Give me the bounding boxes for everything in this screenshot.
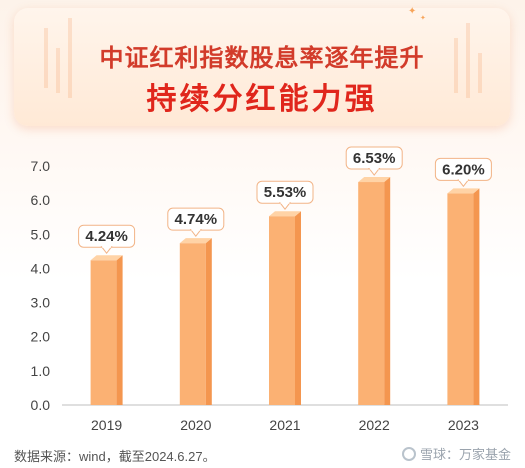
page-title: 中证红利指数股息率逐年提升 (99, 45, 425, 72)
decorative-candlestick (466, 23, 470, 98)
x-tick-label: 2022 (359, 417, 390, 433)
data-label-pointer-mask (191, 228, 201, 231)
y-tick-label: 0.0 (31, 397, 51, 413)
data-label-pointer-mask (369, 167, 379, 170)
data-label: 4.74% (175, 211, 218, 228)
decorative-candlestick (478, 53, 482, 93)
bar-side (116, 255, 123, 405)
y-tick-label: 3.0 (31, 295, 51, 311)
y-tick-label: 7.0 (31, 158, 51, 174)
bar-side (473, 188, 480, 405)
y-tick-label: 5.0 (31, 226, 51, 242)
title-banner: 中证红利指数股息率逐年提升 持续分红能力强 (14, 8, 510, 126)
bar-side (205, 238, 212, 405)
y-tick-label: 1.0 (31, 363, 51, 379)
data-source-note: 数据来源：wind，截至2024.6.27。 (14, 449, 216, 464)
data-label-pointer-mask (102, 245, 112, 248)
bar (90, 260, 117, 405)
y-tick-label: 6.0 (31, 192, 51, 208)
data-label: 4.24% (85, 228, 128, 245)
bar-top (179, 238, 212, 244)
x-tick-label: 2023 (448, 417, 479, 433)
x-tick-label: 2020 (180, 417, 211, 433)
watermark: 雪球：万家基金 (401, 444, 511, 463)
bar-top (447, 188, 480, 194)
sparkle-icon: ✦ (408, 6, 417, 17)
bar-side (384, 177, 391, 405)
sparkle-icon: ✦ (420, 15, 426, 22)
bar (447, 193, 474, 405)
bar-top (269, 211, 301, 217)
bar (358, 182, 385, 405)
x-tick-label: 2021 (269, 417, 300, 433)
bar (269, 216, 295, 405)
data-label: 6.53% (353, 150, 396, 167)
bar-chart: 0.0 1.0 2.0 3.0 4.0 5.0 6.0 7.0 4.24% 2019 4.74% 20… (31, 146, 508, 433)
watermark-text: 雪球：万家基金 (419, 447, 511, 462)
decorative-candlestick (68, 18, 72, 98)
bar-side (295, 211, 301, 405)
data-label-pointer-mask (280, 201, 290, 204)
bar-top (90, 255, 123, 261)
y-tick-label: 4.0 (31, 260, 51, 276)
data-label: 5.53% (264, 184, 307, 201)
bar-top (358, 177, 391, 183)
y-tick-label: 2.0 (31, 329, 51, 345)
data-label: 6.20% (442, 161, 485, 178)
snowball-logo-icon (401, 446, 416, 461)
x-tick-label: 2019 (91, 417, 122, 433)
decorative-candlestick (44, 28, 48, 88)
decorative-candlestick (454, 38, 458, 93)
decorative-candlestick (56, 48, 60, 93)
page-subtitle: 持续分红能力强 (146, 83, 378, 116)
bar (179, 243, 206, 405)
data-label-pointer-mask (458, 178, 468, 181)
